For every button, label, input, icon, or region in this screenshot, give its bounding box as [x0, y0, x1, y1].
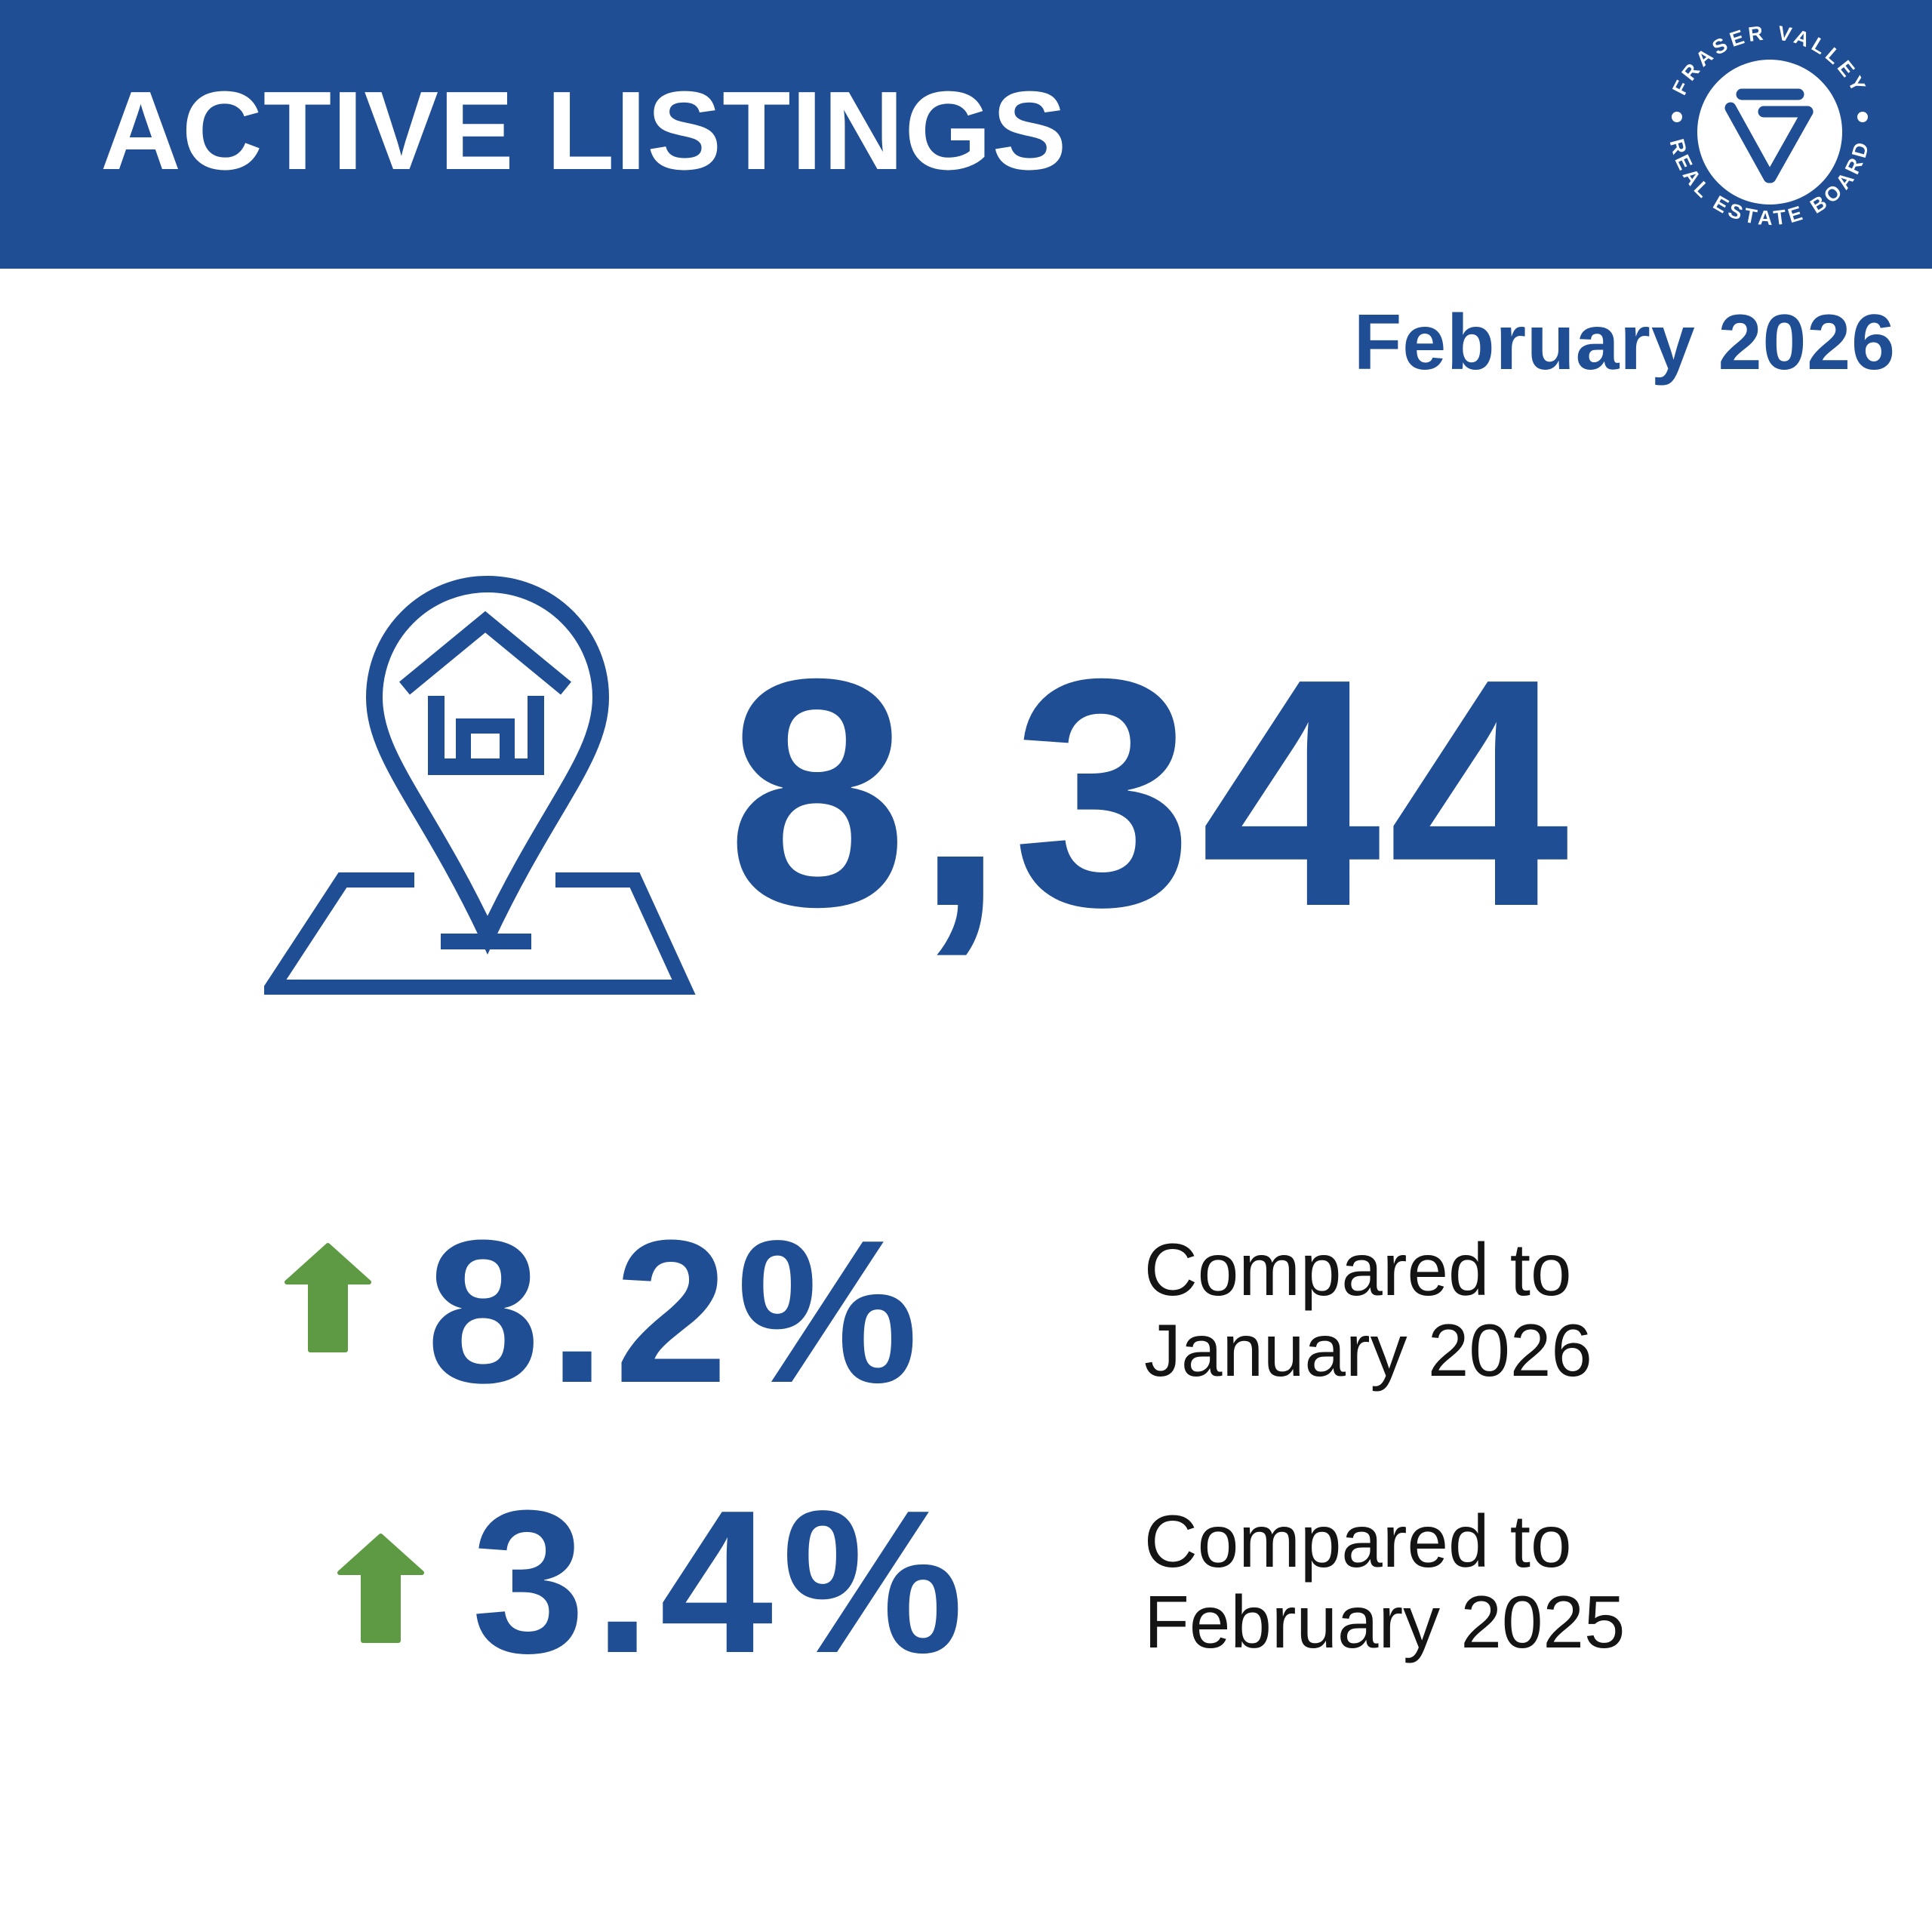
active-listings-value: 8,344: [727, 612, 1577, 974]
mom-change-label-line2: January 2026: [1144, 1309, 1592, 1392]
house-roof: [399, 611, 571, 695]
house-walls: [428, 696, 544, 775]
mom-change-value: 8.2%: [426, 1198, 928, 1426]
map-pin-house-icon: [264, 575, 696, 995]
logo-fv-monogram-icon: [1724, 88, 1814, 183]
logo-inner-circle: [1697, 60, 1842, 205]
up-arrow-icon: [337, 1534, 424, 1643]
fvreb-logo: FRASER VALLEY REAL ESTATE BOARD: [1666, 21, 1871, 229]
mom-change-label-line1: Compared to: [1144, 1228, 1572, 1311]
page-title: ACTIVE LISTINGS: [100, 69, 1068, 193]
yoy-change-value: 3.4%: [472, 1469, 973, 1696]
mom-change-label: Compared to January 2026: [1144, 1229, 1592, 1391]
header-bar: ACTIVE LISTINGS FRASER VALLEY REAL ESTAT…: [0, 0, 1932, 269]
up-arrow-icon: [285, 1243, 371, 1352]
yoy-change-label-line1: Compared to: [1144, 1500, 1572, 1583]
logo-right-dot: [1857, 112, 1868, 122]
logo-left-dot: [1672, 112, 1682, 122]
report-month-label: February 2026: [1353, 299, 1896, 386]
pin-base-bar: [441, 934, 531, 949]
map-base: [264, 872, 696, 995]
yoy-change-label: Compared to February 2025: [1144, 1501, 1625, 1663]
yoy-change-label-line2: February 2025: [1144, 1580, 1626, 1663]
house-door: [456, 718, 515, 767]
